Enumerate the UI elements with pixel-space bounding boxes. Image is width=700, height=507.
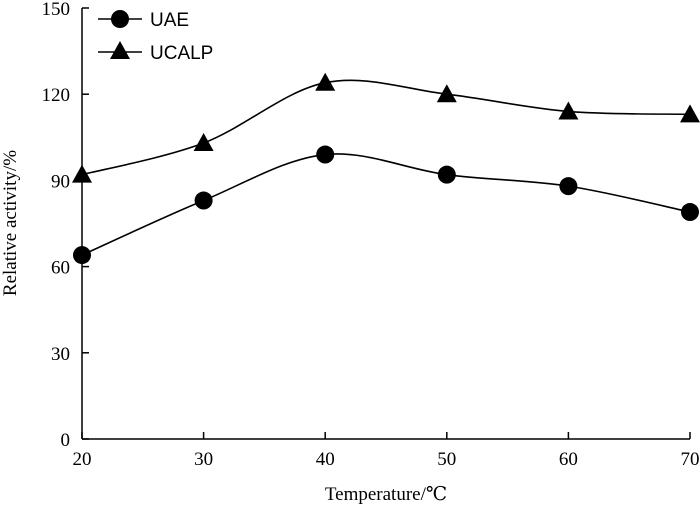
legend-item-uae: UAE	[98, 10, 189, 31]
data-point-uae	[559, 177, 578, 196]
series-layer	[72, 72, 700, 265]
x-axis-title: Temperature/℃	[325, 484, 447, 505]
data-point-uae	[73, 246, 91, 265]
legend-item-ucalp: UCALP	[98, 41, 213, 64]
legend: UAE UCALP	[98, 10, 213, 64]
x-tick-label: 30	[194, 449, 213, 470]
data-point-ucalp	[436, 84, 457, 103]
y-axis-title: Relative activity/%	[0, 150, 21, 296]
y-tick-label: 60	[51, 258, 70, 279]
y-ticks: 0 30 60 90 120 150	[42, 0, 89, 451]
y-tick-label: 30	[51, 344, 70, 365]
x-ticks: 20 30 40 50 60 70	[73, 432, 700, 470]
data-point-ucalp	[315, 72, 336, 91]
y-tick-label: 0	[61, 430, 71, 451]
x-tick-label: 70	[681, 449, 700, 470]
y-tick-label: 150	[42, 0, 71, 20]
legend-ucalp-label: UCALP	[150, 43, 213, 64]
legend-ucalp-marker	[110, 41, 130, 59]
series-line-uae	[81, 153, 691, 256]
data-point-ucalp	[193, 133, 214, 152]
x-tick-label: 60	[559, 449, 578, 470]
data-point-ucalp	[680, 104, 700, 123]
series-line-ucalp	[81, 79, 691, 176]
data-point-uae	[437, 165, 456, 184]
legend-uae-label: UAE	[150, 10, 189, 31]
data-point-ucalp	[72, 164, 92, 183]
x-tick-label: 50	[437, 449, 456, 470]
data-point-ucalp	[558, 101, 579, 120]
y-tick-label: 120	[42, 85, 71, 106]
y-tick-label: 90	[51, 171, 70, 192]
x-tick-label: 40	[316, 449, 335, 470]
legend-uae-marker	[111, 10, 129, 28]
data-point-uae	[316, 145, 335, 164]
axes	[81, 8, 690, 440]
data-point-uae	[681, 203, 699, 222]
x-tick-label: 20	[73, 449, 92, 470]
data-point-uae	[194, 191, 213, 210]
